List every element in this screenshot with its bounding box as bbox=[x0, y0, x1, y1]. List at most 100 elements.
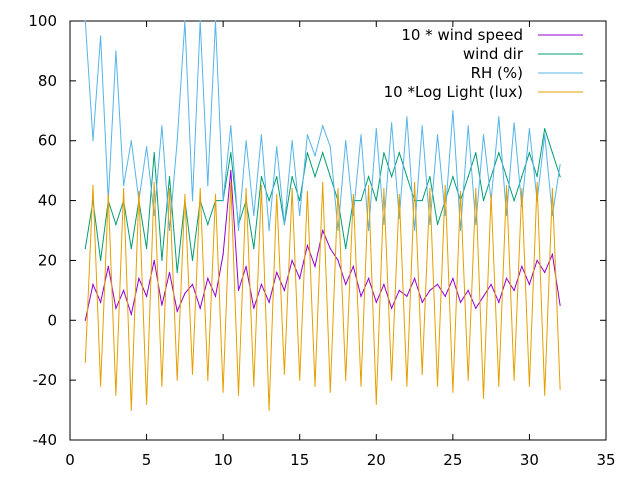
series-point bbox=[314, 176, 316, 178]
series-point bbox=[100, 301, 102, 303]
y-tick-label: 40 bbox=[38, 192, 57, 210]
series-point bbox=[467, 176, 469, 178]
series-point bbox=[513, 379, 515, 381]
series-point bbox=[421, 200, 423, 202]
series-point bbox=[368, 176, 370, 178]
series-point bbox=[391, 176, 393, 178]
series-point bbox=[245, 188, 247, 190]
series-point bbox=[253, 385, 255, 387]
legend-label: 10 * wind speed bbox=[401, 26, 523, 44]
series-point bbox=[391, 379, 393, 381]
series-point bbox=[291, 140, 293, 142]
series-point bbox=[406, 116, 408, 118]
series-point bbox=[429, 176, 431, 178]
series-point bbox=[161, 304, 163, 306]
y-tick-label: 100 bbox=[28, 12, 57, 30]
series-point bbox=[176, 379, 178, 381]
series-point bbox=[414, 229, 416, 232]
series-point bbox=[107, 194, 109, 196]
y-tick-label: 80 bbox=[38, 72, 57, 90]
series-point bbox=[337, 188, 339, 190]
series-point bbox=[528, 152, 531, 154]
series-point bbox=[329, 391, 331, 393]
series-point bbox=[299, 200, 301, 202]
series-point bbox=[230, 152, 232, 154]
series-point bbox=[345, 283, 347, 285]
y-tick-label: -40 bbox=[33, 431, 58, 449]
series-point bbox=[368, 277, 370, 279]
series-point bbox=[544, 128, 546, 130]
series-point bbox=[253, 214, 255, 217]
series-point bbox=[490, 194, 492, 196]
legend-label: 10 *Log Light (lux) bbox=[384, 83, 523, 101]
series-point bbox=[551, 214, 554, 217]
series-point bbox=[521, 176, 523, 178]
series-point bbox=[268, 229, 270, 232]
series-line bbox=[84, 182, 561, 411]
series-point bbox=[544, 271, 546, 273]
series-point bbox=[306, 134, 308, 136]
series-point bbox=[452, 176, 454, 178]
series-point bbox=[398, 217, 400, 220]
series-point bbox=[230, 182, 232, 184]
series-0 bbox=[84, 170, 561, 321]
series-point bbox=[84, 247, 86, 250]
series-point bbox=[452, 110, 454, 112]
series-point bbox=[153, 152, 155, 154]
series-point bbox=[482, 134, 485, 136]
series-point bbox=[559, 304, 561, 306]
series-point bbox=[123, 289, 125, 291]
series-point bbox=[536, 176, 538, 178]
series-point bbox=[436, 223, 439, 226]
series-point bbox=[505, 277, 508, 279]
x-tick-label: 0 bbox=[65, 451, 75, 469]
x-tick-label: 15 bbox=[290, 451, 309, 469]
series-point bbox=[383, 188, 385, 190]
series-point bbox=[391, 307, 393, 309]
series-point bbox=[551, 253, 554, 255]
series-point bbox=[146, 295, 148, 297]
series-point bbox=[383, 223, 385, 226]
axis-ticks: 0 5 10 15 20 25 30 35 -40 -20 0 20 40 60 80 100 bbox=[28, 12, 615, 469]
series-point bbox=[299, 277, 301, 279]
series-point bbox=[214, 295, 217, 297]
series-point bbox=[222, 253, 224, 255]
series-point bbox=[299, 214, 301, 217]
y-tick-label: 20 bbox=[38, 251, 57, 269]
series-point bbox=[260, 134, 262, 136]
series-point bbox=[398, 289, 400, 291]
series-point bbox=[276, 176, 278, 178]
series-point bbox=[176, 310, 178, 312]
series-point bbox=[130, 409, 132, 411]
series-point bbox=[513, 289, 515, 291]
series-point bbox=[490, 283, 492, 285]
series-point bbox=[184, 292, 186, 294]
series-point bbox=[406, 385, 408, 387]
series-point bbox=[84, 20, 86, 22]
series-point bbox=[398, 194, 400, 196]
series-point bbox=[306, 191, 308, 193]
series-point bbox=[459, 301, 462, 303]
series-point bbox=[475, 152, 477, 154]
series-point bbox=[498, 385, 500, 387]
series-point bbox=[153, 259, 155, 261]
series-point bbox=[383, 283, 385, 285]
series-point bbox=[283, 373, 285, 375]
series-point bbox=[123, 185, 125, 187]
series-point bbox=[153, 214, 155, 217]
series-point bbox=[337, 229, 339, 232]
series-point bbox=[123, 188, 125, 190]
series-point bbox=[360, 385, 362, 387]
series-point bbox=[115, 223, 117, 226]
series-point bbox=[498, 301, 500, 303]
series-point bbox=[237, 394, 240, 396]
series-point bbox=[360, 295, 362, 297]
series-3 bbox=[84, 182, 561, 411]
series-point bbox=[360, 200, 362, 202]
series-point bbox=[146, 247, 148, 250]
series-point bbox=[528, 283, 531, 285]
series-point bbox=[100, 385, 102, 387]
series-point bbox=[153, 182, 155, 184]
series-point bbox=[536, 259, 538, 261]
